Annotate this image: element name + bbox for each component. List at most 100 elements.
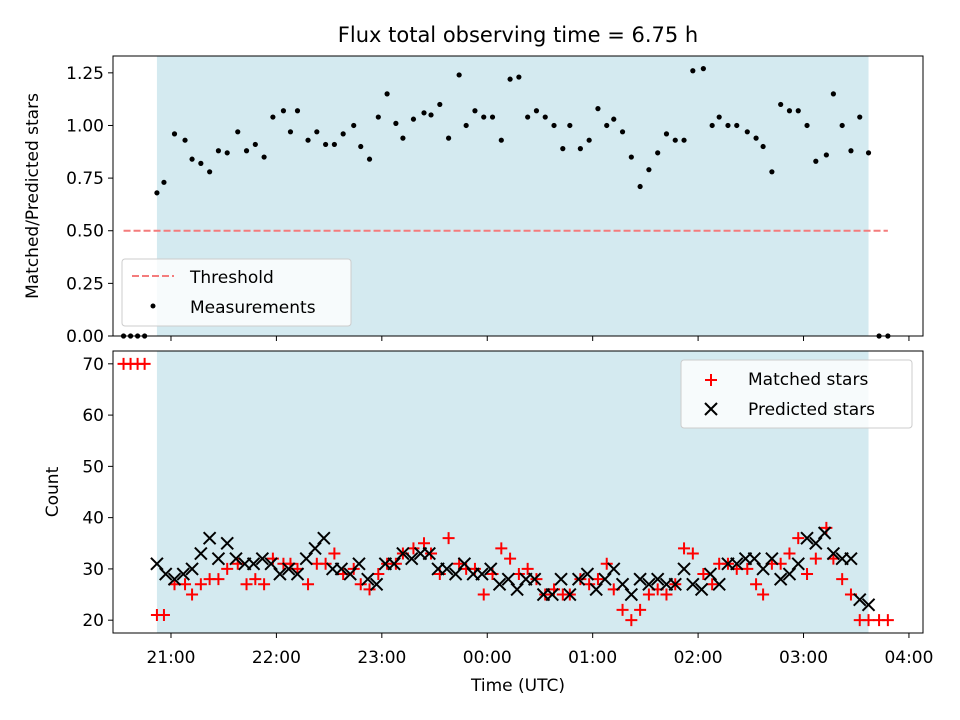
measurement-point bbox=[700, 66, 706, 72]
measurement-point bbox=[351, 122, 357, 129]
predicted-star-point bbox=[607, 562, 621, 576]
y-tick-label: 50 bbox=[82, 457, 104, 477]
measurement-point bbox=[857, 114, 863, 120]
x-tick-label: 03:00 bbox=[779, 648, 828, 668]
predicted-star-point bbox=[633, 572, 647, 586]
measurement-point bbox=[681, 137, 687, 143]
measurements-legend-label: Measurements bbox=[190, 298, 316, 318]
measurement-point bbox=[577, 146, 583, 152]
measurement-point bbox=[567, 122, 573, 129]
y-tick-label: 0.25 bbox=[66, 274, 104, 294]
measurement-point bbox=[280, 108, 287, 114]
matched-star-point bbox=[442, 532, 455, 545]
matched-star-point bbox=[583, 578, 596, 591]
predicted-star-point bbox=[791, 557, 805, 571]
matched-star-point bbox=[574, 573, 587, 586]
matched-star-point bbox=[600, 557, 613, 570]
measurement-point bbox=[848, 148, 854, 154]
predicted-star-point bbox=[624, 587, 639, 602]
top-y-axis-label: Matched/Predicted stars bbox=[23, 93, 43, 299]
measurement-point bbox=[690, 68, 696, 74]
matched-star-point bbox=[157, 609, 170, 622]
measurement-point bbox=[753, 135, 759, 141]
predicted-star-point bbox=[589, 582, 603, 597]
measurement-point bbox=[507, 76, 513, 82]
predicted-star-point bbox=[387, 557, 401, 571]
measurement-point bbox=[400, 135, 406, 141]
predicted-star-point bbox=[668, 577, 682, 591]
predicted-legend-label: Predicted stars bbox=[748, 400, 875, 420]
matched-star-point bbox=[302, 578, 315, 591]
measurement-point bbox=[270, 114, 276, 120]
measurements-legend-marker bbox=[150, 303, 156, 309]
measurement-point bbox=[744, 129, 750, 135]
matched-star-point bbox=[328, 547, 341, 560]
measurement-point bbox=[314, 129, 320, 135]
measurement-point bbox=[830, 91, 836, 97]
measurement-point bbox=[533, 108, 540, 114]
predicted-star-point bbox=[202, 531, 217, 545]
matched-star-point bbox=[539, 588, 552, 601]
predicted-star-point bbox=[510, 582, 524, 597]
predicted-star-point bbox=[396, 546, 410, 561]
measurement-point bbox=[161, 179, 167, 185]
measurement-point bbox=[428, 112, 434, 118]
predicted-star-point bbox=[422, 546, 436, 561]
predicted-star-point bbox=[404, 551, 419, 566]
measurement-point bbox=[410, 116, 417, 122]
matched-star-point bbox=[801, 568, 814, 581]
predicted-star-point bbox=[246, 557, 261, 571]
measurement-point bbox=[154, 190, 160, 196]
measurement-point bbox=[384, 91, 390, 97]
matched-star-point bbox=[757, 588, 770, 601]
matched-star-point bbox=[512, 568, 525, 581]
matched-star-point bbox=[249, 573, 262, 586]
bottom-x-ticks: 21:00 22:00 23:00 00:00 01:00 02:00 03:00 04:00 bbox=[146, 633, 933, 668]
matched-star-point bbox=[495, 542, 508, 555]
matched-star-point bbox=[186, 588, 199, 601]
matched-star-point bbox=[179, 578, 192, 591]
predicted-star-point bbox=[475, 567, 489, 581]
matched-star-point bbox=[634, 603, 647, 616]
y-tick-label: 1.00 bbox=[66, 116, 104, 136]
matched-star-point bbox=[504, 552, 517, 565]
measurement-point bbox=[375, 114, 381, 120]
measurement-point bbox=[611, 116, 617, 122]
measurement-point bbox=[171, 131, 178, 137]
measurement-point bbox=[804, 122, 810, 129]
predicted-star-point bbox=[677, 562, 691, 576]
bottom-y-axis-label: Count bbox=[43, 466, 63, 517]
measurement-point bbox=[437, 101, 443, 108]
predicted-stars-series bbox=[150, 526, 876, 612]
measurement-point bbox=[456, 72, 462, 78]
measurement-point bbox=[628, 154, 634, 160]
x-tick-label: 22:00 bbox=[252, 648, 301, 668]
matched-star-point bbox=[836, 573, 849, 586]
predicted-star-point bbox=[800, 531, 814, 545]
measurement-point bbox=[646, 167, 652, 173]
measurement-point bbox=[813, 158, 819, 164]
matched-star-point bbox=[363, 583, 376, 596]
matched-star-point bbox=[642, 588, 655, 601]
matched-star-point bbox=[660, 588, 673, 601]
predicted-star-point bbox=[334, 562, 349, 576]
measurement-point bbox=[189, 156, 195, 162]
predicted-star-point bbox=[563, 587, 577, 602]
matched-star-point bbox=[809, 552, 822, 565]
predicted-star-point bbox=[598, 572, 612, 586]
measurement-point bbox=[261, 154, 267, 160]
predicted-star-point bbox=[255, 551, 270, 566]
measurement-point bbox=[663, 131, 670, 137]
measurement-point bbox=[198, 160, 204, 166]
predicted-star-point bbox=[229, 551, 243, 566]
y-tick-label: 60 bbox=[82, 406, 104, 426]
predicted-star-point bbox=[527, 572, 542, 586]
measurement-point bbox=[331, 141, 337, 148]
matched-legend-marker bbox=[705, 374, 717, 386]
measurement-point bbox=[560, 146, 566, 152]
measurement-point bbox=[358, 143, 364, 150]
measurement-point bbox=[637, 183, 643, 190]
y-tick-label: 0.50 bbox=[66, 222, 104, 242]
x-tick-label: 00:00 bbox=[463, 648, 512, 668]
x-tick-label: 01:00 bbox=[568, 648, 617, 668]
